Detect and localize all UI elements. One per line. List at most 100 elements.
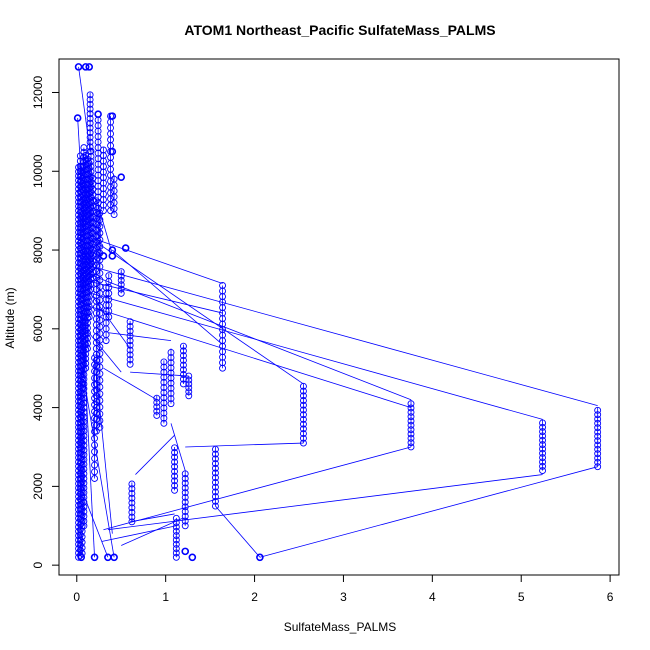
data-point [75,163,83,171]
data-point [78,549,86,557]
data-point [99,157,107,165]
data-point [75,488,83,496]
x-tick-label: 4 [429,590,436,604]
data-point [80,503,88,511]
data-point [160,404,168,412]
data-point [185,380,193,388]
data-point [128,513,136,521]
data-point [167,384,175,392]
data-point [94,127,102,135]
data-point [83,324,91,332]
data-point [299,430,307,438]
data-point [172,545,180,553]
data-point [91,475,99,482]
y-tick-label: 8000 [31,236,45,263]
data-point [75,332,83,340]
data-point [83,334,91,342]
x-axis-label: SulfateMass_PALMS [284,620,397,634]
data-point [181,475,189,482]
data-point [594,450,602,458]
data-point [299,382,307,390]
data-point [82,355,90,363]
data-point [108,112,117,120]
data-point [219,342,227,350]
data-point [80,470,88,478]
data-point [167,364,175,372]
data-point [128,504,136,512]
data-point [126,356,134,363]
series-line [130,371,189,377]
data-point [179,347,187,355]
data-point [594,463,602,471]
series-line [83,348,95,558]
y-tick-label: 2000 [31,473,45,500]
data-point [594,411,602,419]
data-point [86,96,94,104]
y-axis: 0 2000 4000 6000 8000 10000 12000 [31,75,60,568]
data-point [171,444,179,452]
data-point [179,375,187,383]
data-point [94,110,102,118]
data-point [80,371,88,378]
data-point [171,477,179,485]
data-point [167,354,175,362]
data-point [117,268,125,276]
data-point [211,497,219,505]
data-point [128,485,136,493]
data-point [99,179,107,187]
data-point [299,425,307,433]
data-point [181,547,190,556]
data-point [167,369,175,377]
data-point [219,309,227,317]
data-point [80,432,88,440]
data-point [211,450,219,458]
data-point [86,129,94,137]
data-point [181,493,189,501]
data-point [99,196,107,204]
data-point [126,341,134,349]
y-tick-label: 10000 [31,154,45,188]
series-line [78,66,91,152]
data-point [86,148,94,156]
data-point [219,348,227,356]
data-point [126,346,134,354]
data-point [80,475,88,482]
data-point [76,198,84,206]
data-point [167,400,175,408]
data-point [126,318,134,326]
data-point [153,403,161,411]
data-point [594,441,602,449]
data-point [83,339,91,347]
data-point [87,209,95,217]
data-point [219,320,227,328]
data-point [96,363,104,371]
data-point [99,152,107,159]
series-line [90,292,543,420]
data-point [76,341,84,349]
data-point [91,448,99,456]
data-point [78,456,86,464]
data-point [76,152,84,160]
data-point [160,378,168,386]
data-point [80,522,88,530]
data-point [78,533,86,541]
data-point [78,522,86,530]
data-point [76,413,84,421]
data-point [160,384,168,391]
data-point [94,138,102,146]
x-tick-label: 3 [340,590,347,604]
data-point [76,162,84,170]
series-line [85,328,122,373]
data-point [179,342,187,350]
y-tick-label: 4000 [31,394,45,421]
data-point [80,413,88,421]
data-point [96,343,104,351]
data-point [87,280,95,288]
data-point [105,272,113,280]
data-point [108,147,117,156]
data-point [73,114,82,122]
data-point [160,394,168,402]
data-point [77,553,86,562]
data-point [91,434,99,442]
data-point [219,304,227,311]
